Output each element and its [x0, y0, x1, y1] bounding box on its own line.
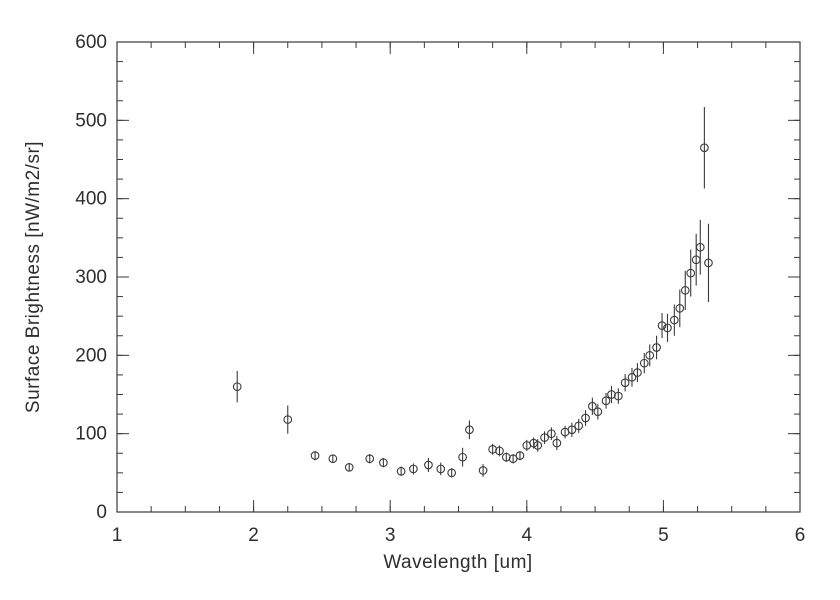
data-point [657, 321, 667, 330]
data-point [613, 391, 623, 401]
data-point [533, 441, 543, 450]
x-tick-label: 3 [385, 525, 396, 546]
data-point [601, 396, 611, 406]
data-point [465, 425, 474, 435]
data-point [633, 368, 642, 377]
data-point [680, 285, 690, 295]
y-tick-label: 300 [75, 267, 107, 288]
data-point [675, 303, 685, 313]
data-point [344, 463, 354, 472]
data-point [540, 433, 549, 442]
x-tick-label: 2 [248, 525, 259, 546]
x-axis-label: Wavelength [um] [383, 552, 533, 573]
data-point [495, 446, 504, 456]
y-tick-label: 0 [96, 502, 107, 523]
data-point [639, 358, 649, 368]
data-point [700, 143, 709, 153]
data-point [458, 452, 467, 462]
x-tick-label: 5 [658, 525, 669, 546]
data-point [645, 350, 655, 360]
data-point [232, 382, 242, 392]
data-point [365, 454, 375, 464]
x-tick-label: 6 [795, 525, 806, 546]
y-tick-label: 400 [75, 189, 107, 210]
y-tick-label: 100 [75, 424, 107, 445]
data-point [627, 372, 637, 382]
data-point [547, 429, 556, 439]
y-tick-label: 200 [75, 345, 107, 366]
data-point [588, 401, 597, 411]
data-point [379, 458, 388, 468]
data-point [652, 343, 661, 352]
data-point [620, 378, 630, 388]
y-tick-label: 600 [75, 32, 107, 53]
data-point [686, 268, 696, 278]
data-point [669, 315, 679, 325]
data-point [508, 454, 518, 464]
data-point [552, 438, 562, 448]
data-point [581, 413, 590, 423]
data-point [574, 421, 584, 431]
x-tick-label: 1 [112, 525, 123, 546]
data-point [283, 415, 293, 424]
data-point [515, 451, 525, 460]
data-point [663, 323, 672, 333]
data-point [328, 454, 338, 464]
data-point [409, 464, 418, 474]
data-point [567, 425, 577, 435]
x-tick-label: 4 [522, 525, 533, 546]
data-point [447, 468, 457, 478]
data-point [478, 466, 488, 475]
data-point [436, 464, 446, 474]
plot-frame [116, 41, 801, 513]
y-tick-label: 500 [75, 110, 107, 131]
data-point [310, 451, 320, 460]
data-point [695, 242, 705, 252]
data-point [593, 407, 603, 417]
y-axis-label: Surface Brightness [nW/m2/sr] [23, 140, 44, 414]
data-point [396, 466, 406, 476]
data-point [704, 258, 713, 268]
data-point [424, 460, 433, 470]
